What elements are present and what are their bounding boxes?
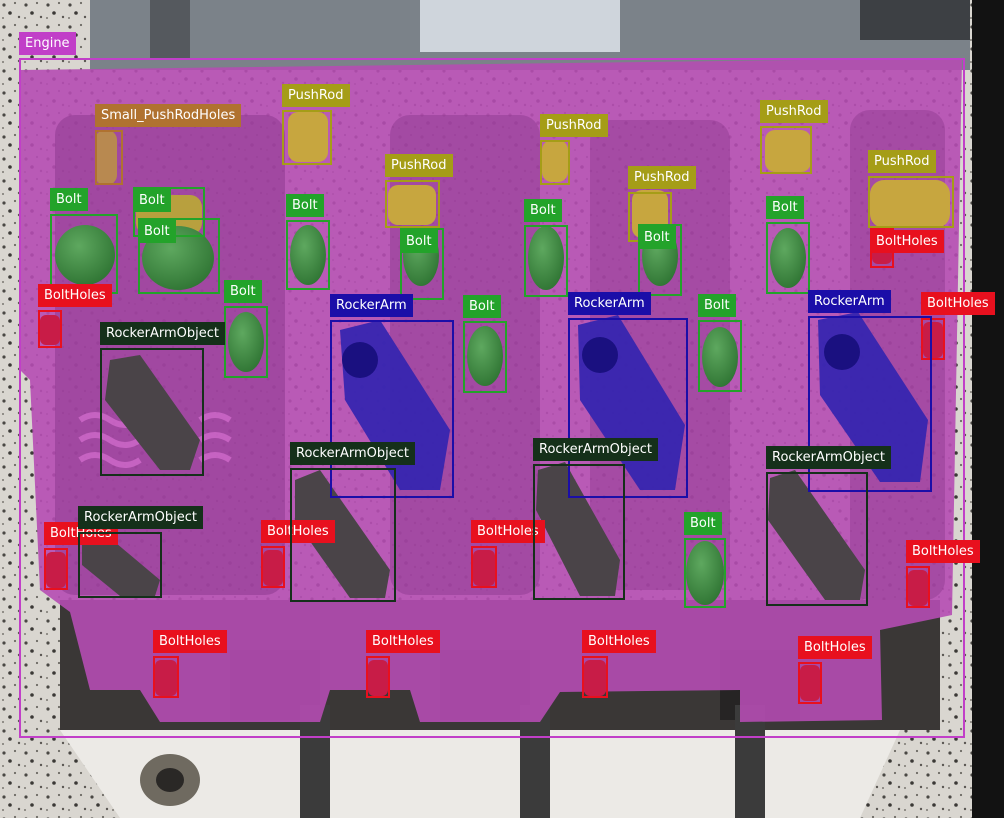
detection-box-bolt bbox=[133, 187, 205, 237]
detection-box-rockerarmobject bbox=[78, 532, 162, 598]
detection-label-bolt: Bolt bbox=[684, 512, 722, 535]
detection-label-rockerarm: RockerArm bbox=[330, 294, 413, 317]
detection-box-pushrod bbox=[868, 176, 954, 228]
detection-label-pushrod: PushRod bbox=[760, 100, 828, 123]
detection-label-boltholes: BoltHoles bbox=[153, 630, 227, 653]
detection-label-boltholes: BoltHoles bbox=[921, 292, 995, 315]
detection-label-rockerarm: RockerArm bbox=[808, 290, 891, 313]
detection-box-bolt bbox=[766, 222, 810, 294]
detection-box-bolt bbox=[698, 320, 742, 392]
detection-label-bolt: Bolt bbox=[698, 294, 736, 317]
detection-label-bolt: Bolt bbox=[463, 295, 501, 318]
detection-label-boltholes: BoltHoles bbox=[471, 520, 545, 543]
detection-label-pushrod: PushRod bbox=[385, 154, 453, 177]
detection-box-engine bbox=[19, 58, 965, 738]
detection-box-bolt bbox=[463, 321, 507, 393]
detection-box-boltholes bbox=[582, 656, 608, 698]
detection-box-boltholes bbox=[261, 546, 285, 588]
detection-box-rockerarm bbox=[568, 318, 688, 498]
detection-label-boltholes: BoltHoles bbox=[798, 636, 872, 659]
detection-box-boltholes bbox=[44, 548, 68, 590]
detection-box-bolt bbox=[138, 218, 220, 294]
detection-box-rockerarmobject bbox=[100, 348, 204, 476]
detection-label-pushrod: PushRod bbox=[540, 114, 608, 137]
detection-box-bolt bbox=[400, 228, 444, 300]
detection-box-bolt bbox=[50, 214, 118, 294]
detection-label-boltholes: BoltHoles bbox=[582, 630, 656, 653]
detection-box-rockerarm bbox=[808, 316, 932, 492]
detection-label-pushrod: PushRod bbox=[628, 166, 696, 189]
detection-label-rockerarmobject: RockerArmObject bbox=[533, 438, 658, 461]
detection-box-boltholes bbox=[153, 656, 179, 698]
detection-label-bolt: Bolt bbox=[286, 194, 324, 217]
detection-box-boltholes bbox=[471, 546, 497, 588]
detection-label-boltholes: BoltHoles bbox=[870, 230, 944, 253]
detection-label-pushrod: PushRod bbox=[868, 150, 936, 173]
detection-label-rockerarmobject: RockerArmObject bbox=[100, 322, 225, 345]
detection-label-bolt: Bolt bbox=[133, 189, 171, 212]
detection-box-boltholes bbox=[906, 566, 930, 608]
detection-box-bolt bbox=[638, 224, 682, 296]
detection-label-bolt: Bolt bbox=[400, 230, 438, 253]
detection-label-small-pushrodholes: Small_PushRodHoles bbox=[95, 104, 242, 127]
detection-box-pushrod bbox=[760, 126, 812, 174]
detection-box-bolt bbox=[684, 538, 726, 608]
detection-label-rockerarmobject: RockerArmObject bbox=[766, 446, 891, 469]
detection-label-rockerarmobject: RockerArmObject bbox=[290, 442, 415, 465]
detection-label-pushrod: PushRod bbox=[282, 84, 350, 107]
detection-box-boltholes bbox=[366, 656, 390, 698]
detection-box-rockerarmobject bbox=[533, 464, 625, 600]
detection-box-pushrod bbox=[282, 110, 332, 165]
detection-label-engine: Engine bbox=[19, 32, 76, 55]
detection-label-bolt: Bolt bbox=[138, 220, 176, 243]
detection-label-bolt: Bolt bbox=[50, 188, 88, 211]
detection-box-pushrod bbox=[540, 140, 570, 185]
detection-box-rockerarm bbox=[330, 320, 454, 498]
detection-box-rockerarmobject bbox=[766, 472, 868, 606]
detection-box-bolt bbox=[286, 220, 330, 290]
detection-box-bolt bbox=[224, 306, 268, 378]
detection-label-bolt: Bolt bbox=[766, 196, 804, 219]
detection-box-boltholes bbox=[921, 318, 945, 360]
detection-label-boltholes: BoltHoles bbox=[38, 284, 112, 307]
detection-box-rockerarmobject bbox=[290, 468, 396, 602]
detection-label-rockerarm: RockerArm bbox=[568, 292, 651, 315]
detection-label-bolt: Bolt bbox=[638, 226, 676, 249]
detection-box-pushrod bbox=[385, 180, 440, 228]
detection-label-boltholes: BoltHoles bbox=[366, 630, 440, 653]
detection-label-boltholes: BoltHoles bbox=[906, 540, 980, 563]
detection-label-bolt: Bolt bbox=[524, 199, 562, 222]
detection-box-bolt bbox=[524, 225, 568, 297]
detection-box-small-pushrodholes bbox=[95, 130, 123, 185]
detection-label-rockerarmobject: RockerArmObject bbox=[78, 506, 203, 529]
detection-box-boltholes bbox=[38, 310, 62, 348]
detection-box-boltholes bbox=[798, 662, 822, 704]
detection-label-boltholes: BoltHoles bbox=[261, 520, 335, 543]
detection-label-bolt: Bolt bbox=[224, 280, 262, 303]
